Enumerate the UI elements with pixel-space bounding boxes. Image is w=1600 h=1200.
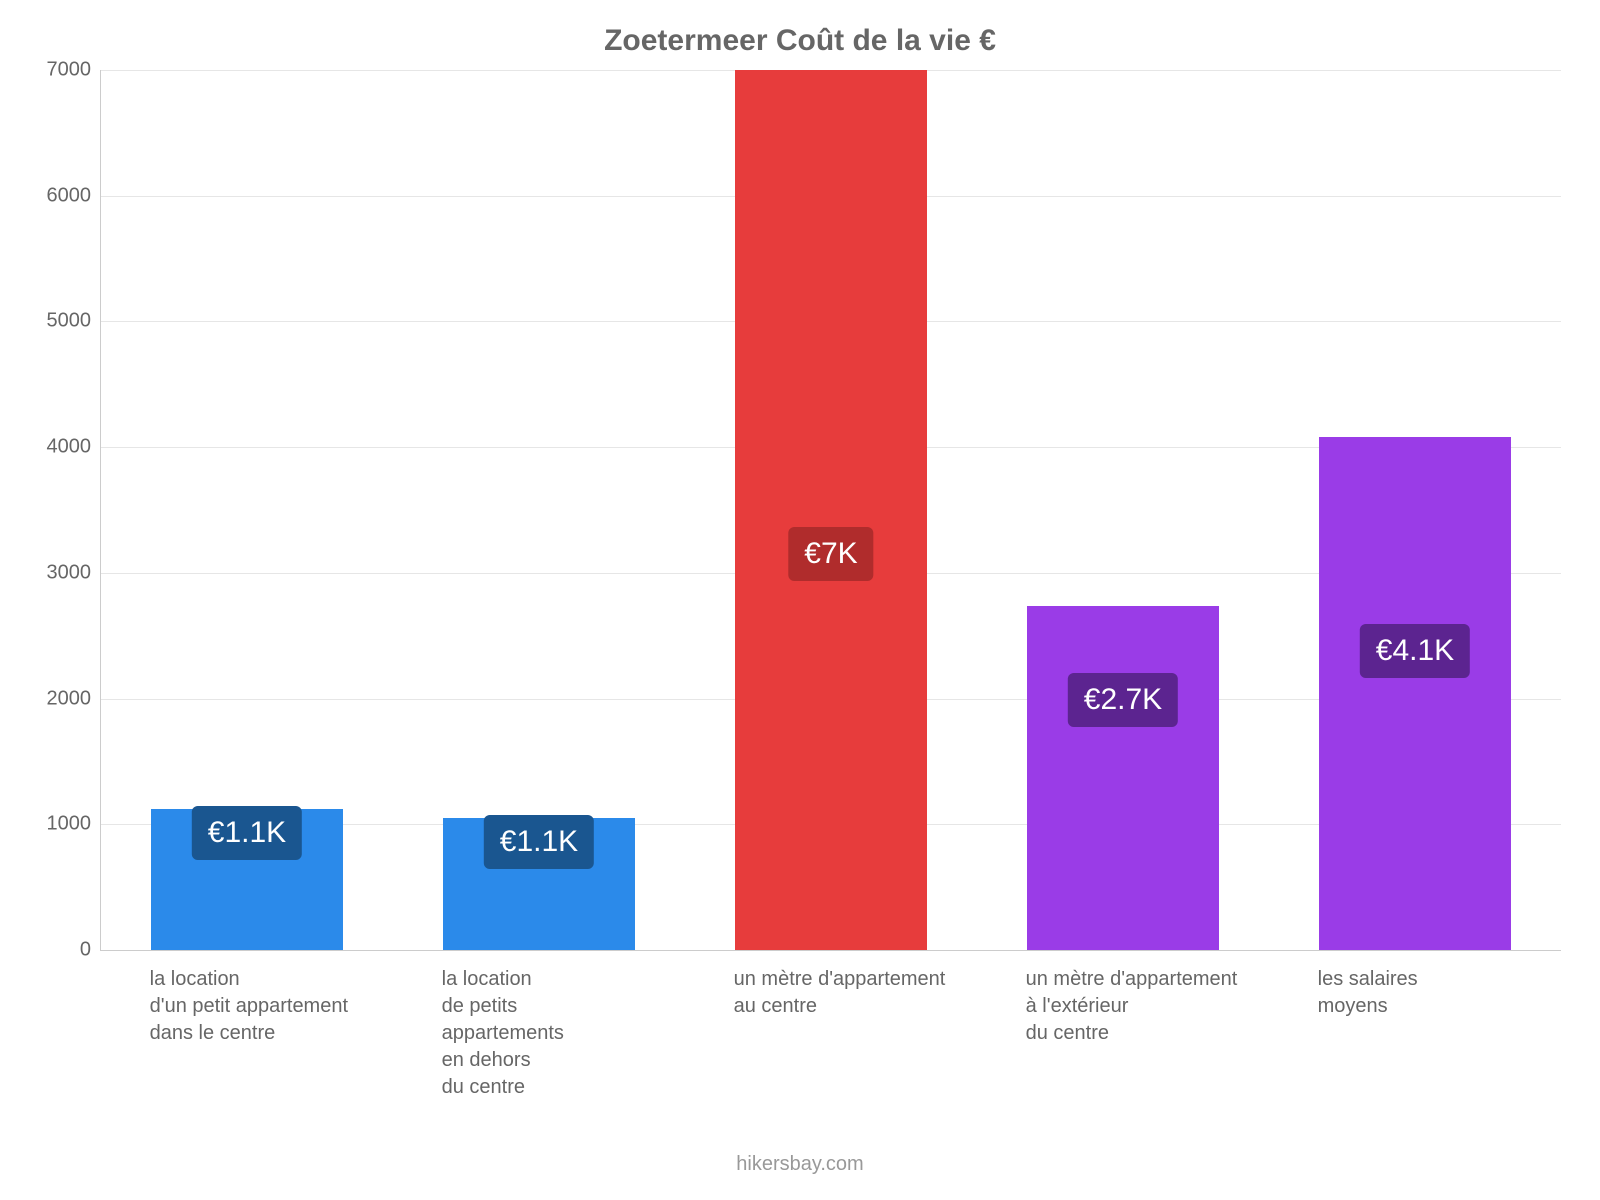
bar: €1.1K [151, 809, 344, 950]
bar-value-badge: €4.1K [1360, 624, 1470, 678]
y-tick-label: 4000 [31, 436, 91, 459]
bar-value-badge: €7K [788, 527, 873, 581]
bar: €7K [735, 70, 928, 950]
bar: €2.7K [1027, 606, 1220, 950]
bar: €4.1K [1319, 437, 1512, 950]
x-tick-label: un mètre d'appartement à l'extérieur du … [1026, 966, 1259, 1047]
y-tick-label: 6000 [31, 184, 91, 207]
bar-value-badge: €1.1K [192, 806, 302, 860]
chart-footer: hikersbay.com [0, 1153, 1600, 1176]
bar: €1.1K [443, 818, 636, 950]
chart-container: Zoetermeer Coût de la vie € 0 1000 2000 300… [0, 0, 1600, 1200]
y-tick-label: 7000 [31, 59, 91, 82]
x-tick-label: un mètre d'appartement au centre [734, 966, 967, 1020]
x-tick-label: la location d'un petit appartement dans … [150, 966, 383, 1047]
chart-title: Zoetermeer Coût de la vie € [0, 24, 1600, 58]
y-tick-label: 2000 [31, 687, 91, 710]
x-tick-label: les salaires moyens [1318, 966, 1551, 1020]
y-tick-label: 5000 [31, 310, 91, 333]
y-tick-label: 1000 [31, 813, 91, 836]
plot-area: 01000200030004000500060007000€1.1K€1.1K€… [100, 70, 1561, 951]
y-tick-label: 0 [31, 939, 91, 962]
bar-value-badge: €1.1K [484, 815, 594, 869]
y-tick-label: 3000 [31, 561, 91, 584]
bar-value-badge: €2.7K [1068, 673, 1178, 727]
x-tick-label: la location de petits appartements en de… [442, 966, 675, 1101]
